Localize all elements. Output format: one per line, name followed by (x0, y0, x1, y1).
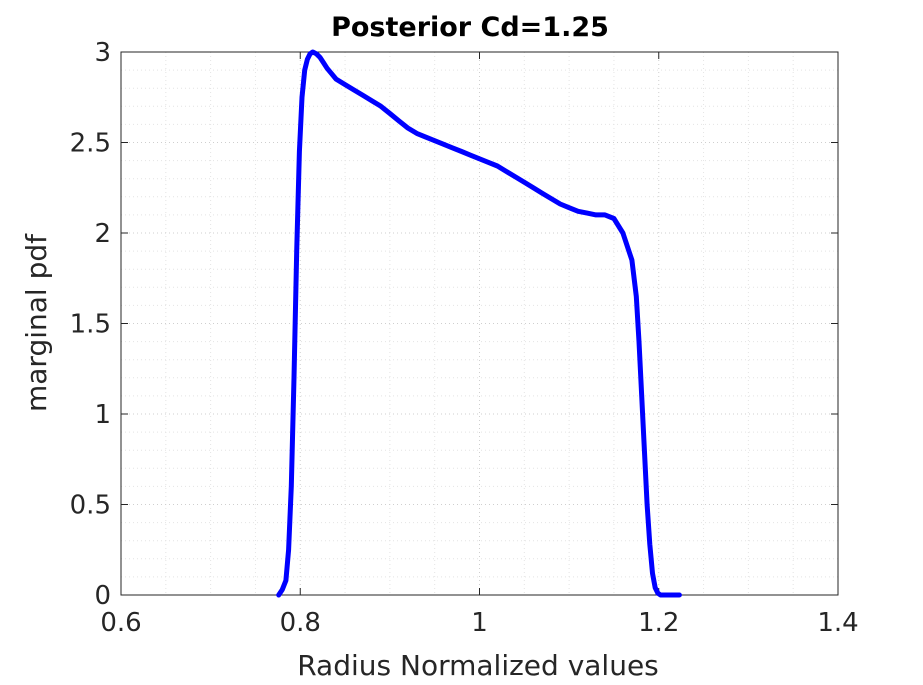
y-tick-label: 2.5 (70, 129, 111, 159)
x-tick-label: 0.6 (100, 608, 141, 638)
x-axis-label: Radius Normalized values (297, 649, 659, 682)
y-tick-label: 0.5 (70, 491, 111, 521)
x-tick-label: 1.2 (638, 608, 679, 638)
x-tick-label: 1.4 (817, 608, 858, 638)
chart-title: Posterior Cd=1.25 (331, 12, 609, 43)
x-tick-label: 0.8 (280, 608, 321, 638)
tick-labels: 0.6 0.8 1 1.2 1.4 0 0.5 1 1.5 2 2.5 3 (70, 38, 859, 638)
y-tick-label: 2 (94, 219, 111, 249)
y-tick-label: 1 (94, 400, 111, 430)
y-axis-label: marginal pdf (20, 233, 53, 412)
x-tick-label: 1 (471, 608, 488, 638)
series-line-posterior (276, 49, 682, 598)
y-tick-label: 3 (94, 38, 111, 68)
y-tick-label: 0 (94, 581, 111, 611)
y-tick-label: 1.5 (70, 310, 111, 340)
